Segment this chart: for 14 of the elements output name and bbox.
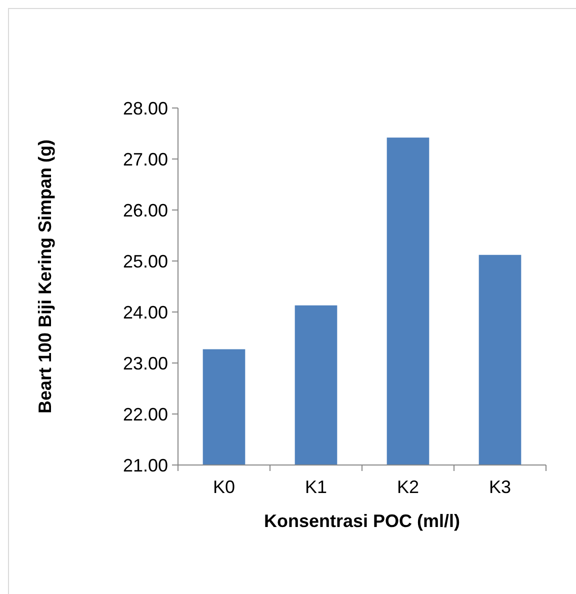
y-tick-label: 23.00	[122, 353, 168, 374]
x-tick-label: K3	[488, 477, 512, 497]
y-tick-label: 22.00	[122, 404, 168, 424]
x-tick-label: K1	[304, 477, 328, 497]
y-axis-title: Beart 100 Biji Kering Simpan (g)	[35, 139, 55, 414]
x-tick-label: K2	[396, 477, 420, 497]
y-tick-label: 21.00	[122, 455, 168, 476]
y-tick-label: 24.00	[122, 302, 168, 322]
y-tick-label: 26.00	[122, 200, 168, 220]
x-axis-title: Konsentrasi POC (ml/l)	[264, 511, 460, 531]
y-tick-label: 28.00	[122, 98, 168, 118]
y-tick-label: 27.00	[122, 149, 168, 170]
y-tick-label: 25.00	[122, 251, 168, 272]
x-tick-label: K0	[212, 477, 236, 497]
